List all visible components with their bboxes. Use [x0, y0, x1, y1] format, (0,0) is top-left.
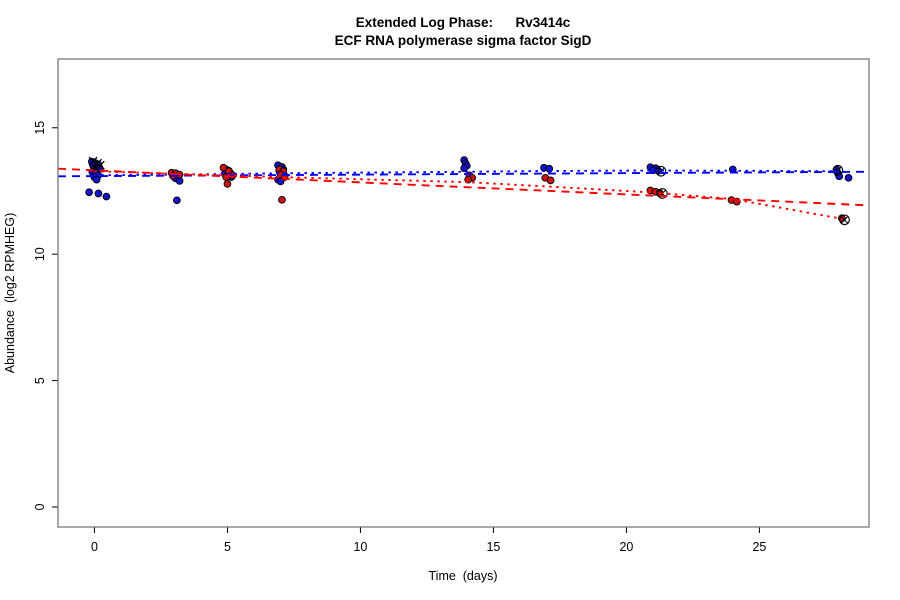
data-point-blue-replicates: [173, 196, 181, 205]
y-tick-label: 15: [33, 121, 47, 135]
data-point-red-replicates: [219, 163, 228, 172]
data-point-red-replicates: [546, 176, 555, 185]
marker-circle-x: [839, 214, 850, 226]
data-point-blue-replicates: [460, 164, 469, 173]
chart-title: Extended Log Phase: Rv3414c: [356, 15, 571, 30]
data-point-red-replicates: [223, 180, 232, 188]
x-tick-label: 20: [619, 540, 633, 554]
marker-circle-x: [832, 164, 844, 176]
marker-circle-x-cross: [840, 216, 849, 224]
data-point-blue-replicates: [92, 175, 101, 184]
x-tick-label: 0: [91, 540, 98, 554]
marker-x: [95, 160, 105, 170]
y-tick-label: 10: [33, 247, 47, 261]
data-point-blue-replicates: [85, 188, 93, 197]
fit-line-blue-smooth-fit: [94, 169, 840, 177]
data-point-red-replicates: [278, 195, 286, 204]
plot-box: [57, 58, 870, 528]
x-tick-label: 10: [353, 540, 367, 554]
plot-content: 0 5 10 15 20 25 0 5 10 15: [33, 58, 870, 554]
marker-circle-x: [656, 188, 668, 199]
y-tick-label: 5: [33, 377, 47, 384]
y-tick-label: 0: [33, 504, 47, 511]
data-point-blue-replicates: [844, 173, 853, 182]
x-tick-label: 25: [752, 540, 766, 554]
x-axis-title: Time (days): [429, 569, 498, 583]
data-point-blue-replicates: [102, 192, 111, 201]
x-tick-label: 5: [224, 540, 231, 554]
fit-line-blue-linear-fit: [57, 170, 870, 178]
data-point-blue-replicates: [175, 177, 184, 185]
data-point-blue-replicates: [94, 189, 103, 198]
fit-line-red-smooth-fit: [94, 170, 840, 220]
fit-line-red-linear-fit: [57, 167, 870, 207]
x-tick-label: 15: [486, 540, 500, 554]
chart-subtitle: ECF RNA polymerase sigma factor SigD: [335, 33, 592, 48]
y-axis-title: Abundance (log2 RPMHEG): [3, 213, 17, 374]
